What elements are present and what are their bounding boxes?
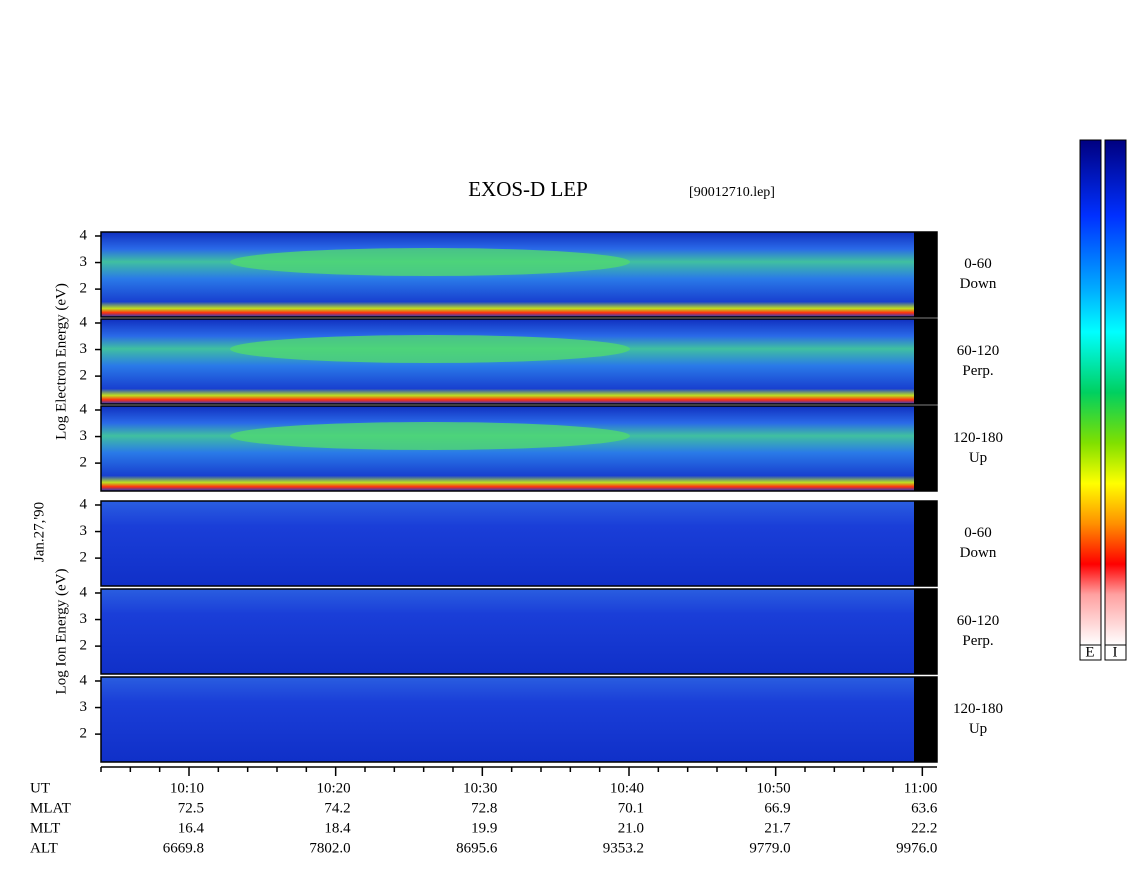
y-tick-label: 4 [80, 584, 88, 600]
ephemeris-value: 21.0 [618, 820, 644, 836]
panel-label: Perp. [962, 363, 993, 379]
spectrogram-feature [230, 335, 630, 363]
spectrogram-panel [101, 677, 914, 762]
ephemeris-value: 9976.0 [896, 840, 937, 856]
panel-label: 0-60 [964, 525, 992, 541]
panel-label: 120-180 [953, 701, 1003, 717]
ephemeris-label: MLT [30, 820, 60, 836]
data-gap [914, 406, 937, 491]
y-tick-label: 4 [80, 496, 88, 512]
file-name: [90012710.lep] [689, 185, 775, 200]
panel-frame [100, 500, 938, 587]
panel-label: Down [960, 276, 997, 292]
data-gap [914, 232, 937, 317]
panel-frame [100, 405, 938, 492]
y-tick-label: 3 [80, 611, 88, 627]
ephemeris-value: 7802.0 [309, 840, 350, 856]
colorbar [1079, 139, 1102, 646]
panel-label: 60-120 [957, 343, 1000, 359]
spectrogram-feature [230, 248, 630, 276]
panel-label: Down [960, 545, 997, 561]
y-tick-label: 2 [80, 455, 88, 471]
x-tick-label: 10:40 [610, 780, 644, 796]
ephemeris-value: 72.8 [471, 800, 497, 816]
ephemeris-value: 72.5 [178, 800, 204, 816]
x-tick-label: 10:20 [316, 780, 350, 796]
ephemeris-label: MLAT [30, 800, 71, 816]
ephemeris-value: 9353.2 [603, 840, 644, 856]
panel-frame [100, 588, 938, 675]
y-tick-label: 2 [80, 550, 88, 566]
ephemeris-value: 74.2 [324, 800, 350, 816]
panel-label: Up [969, 721, 987, 737]
ephemeris-value: 63.6 [911, 800, 938, 816]
y-axis-label: Log Electron Energy (eV) [53, 283, 69, 440]
panel-label: 0-60 [964, 256, 992, 272]
data-gap [914, 589, 937, 674]
ephemeris-value: 19.9 [471, 820, 497, 836]
panel-label: 120-180 [953, 430, 1003, 446]
y-tick-label: 4 [80, 314, 88, 330]
spectrogram-feature [230, 422, 630, 450]
x-tick-label: 10:50 [756, 780, 790, 796]
panel-label: Perp. [962, 633, 993, 649]
panel-frame [100, 676, 938, 763]
colorbar-box [1079, 644, 1102, 661]
y-tick-label: 2 [80, 638, 88, 654]
y-tick-label: 2 [80, 726, 88, 742]
colorbar-box [1104, 644, 1127, 661]
data-gap [914, 501, 937, 586]
y-tick-label: 3 [80, 699, 88, 715]
y-axis-label: Log Ion Energy (eV) [53, 569, 69, 695]
spectrogram-panel [101, 501, 914, 586]
chart-title: EXOS-D LEP [468, 177, 588, 201]
panel-label: 60-120 [957, 613, 1000, 629]
y-tick-label: 2 [80, 281, 88, 297]
colorbar [1104, 139, 1127, 646]
date-label: Jan.27,'90 [31, 502, 47, 562]
ephemeris-label: ALT [30, 840, 58, 856]
y-tick-label: 4 [80, 401, 88, 417]
x-tick-label: 11:00 [904, 780, 938, 796]
data-gap [914, 677, 937, 762]
ephemeris-value: 16.4 [178, 820, 205, 836]
y-tick-label: 3 [80, 428, 88, 444]
ephemeris-value: 6669.8 [163, 840, 204, 856]
colorbars: E I [1079, 139, 1127, 661]
data-gap [914, 319, 937, 404]
colorbar-label: E [1085, 644, 1094, 660]
ephemeris-value: 18.4 [324, 820, 351, 836]
ephemeris-label: UT [30, 780, 50, 796]
y-tick-label: 4 [80, 672, 88, 688]
ephemeris-value: 70.1 [618, 800, 644, 816]
y-tick-label: 3 [80, 341, 88, 357]
x-tick-label: 10:30 [463, 780, 497, 796]
ephemeris-value: 8695.6 [456, 840, 498, 856]
y-tick-label: 3 [80, 523, 88, 539]
ephemeris-value: 22.2 [911, 820, 937, 836]
x-tick-label: 10:10 [170, 780, 204, 796]
ephemeris-value: 21.7 [764, 820, 791, 836]
ephemeris-value: 9779.0 [749, 840, 790, 856]
spectrogram-panel [101, 589, 914, 674]
ephemeris-value: 66.9 [764, 800, 790, 816]
y-tick-label: 3 [80, 254, 88, 270]
panel-label: Up [969, 450, 987, 466]
y-tick-label: 4 [80, 227, 88, 243]
panel-frame [100, 318, 938, 405]
colorbar-label: I [1113, 644, 1118, 660]
panel-frame [100, 231, 938, 318]
y-tick-label: 2 [80, 368, 88, 384]
